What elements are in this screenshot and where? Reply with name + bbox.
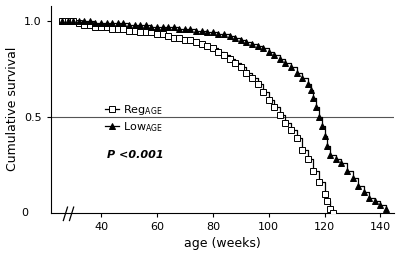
Legend: Reg$_{\mathregular{AGE}}$, Low$_{\mathregular{AGE}}$: Reg$_{\mathregular{AGE}}$, Low$_{\mathre… — [101, 98, 168, 138]
Text: 0: 0 — [22, 208, 28, 218]
Text: P <0.001: P <0.001 — [108, 150, 164, 160]
Y-axis label: Cumulative survival: Cumulative survival — [6, 47, 18, 172]
X-axis label: age (weeks): age (weeks) — [184, 238, 261, 250]
